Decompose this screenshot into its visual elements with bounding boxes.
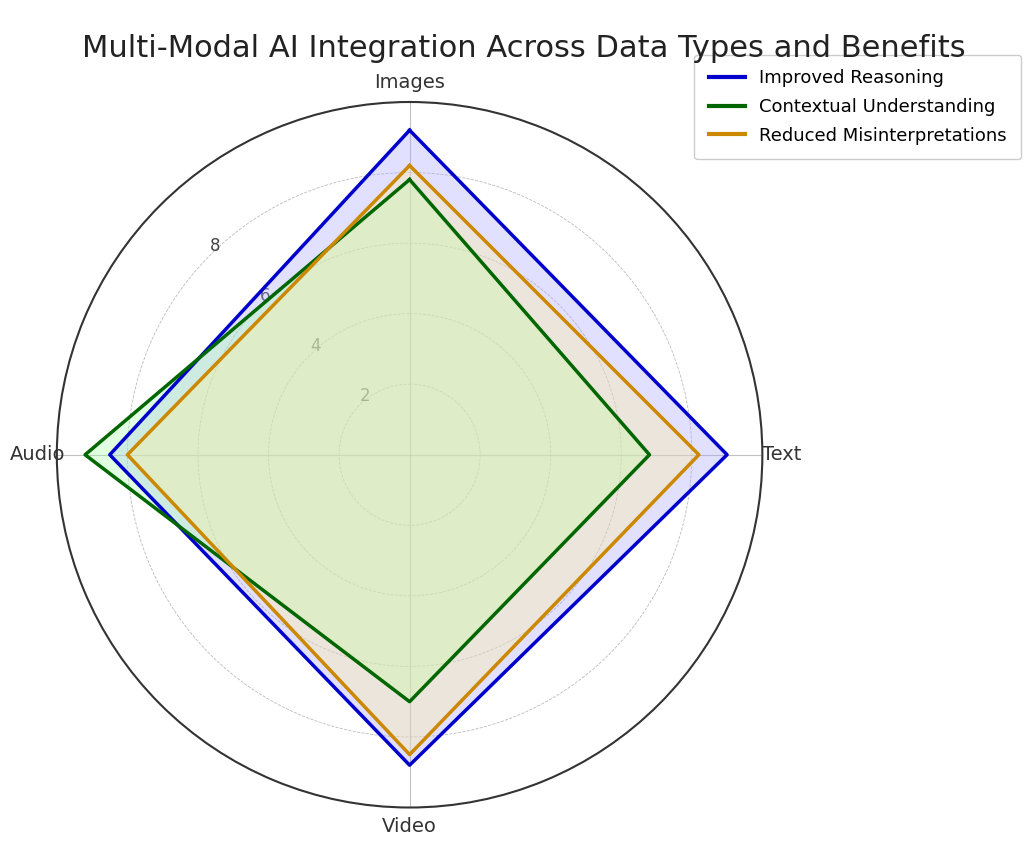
- Polygon shape: [127, 166, 698, 755]
- Legend: Improved Reasoning, Contextual Understanding, Reduced Misinterpretations: Improved Reasoning, Contextual Understan…: [694, 54, 1021, 159]
- Text: Multi-Modal AI Integration Across Data Types and Benefits: Multi-Modal AI Integration Across Data T…: [82, 34, 966, 63]
- Polygon shape: [110, 130, 727, 765]
- Polygon shape: [85, 179, 649, 701]
